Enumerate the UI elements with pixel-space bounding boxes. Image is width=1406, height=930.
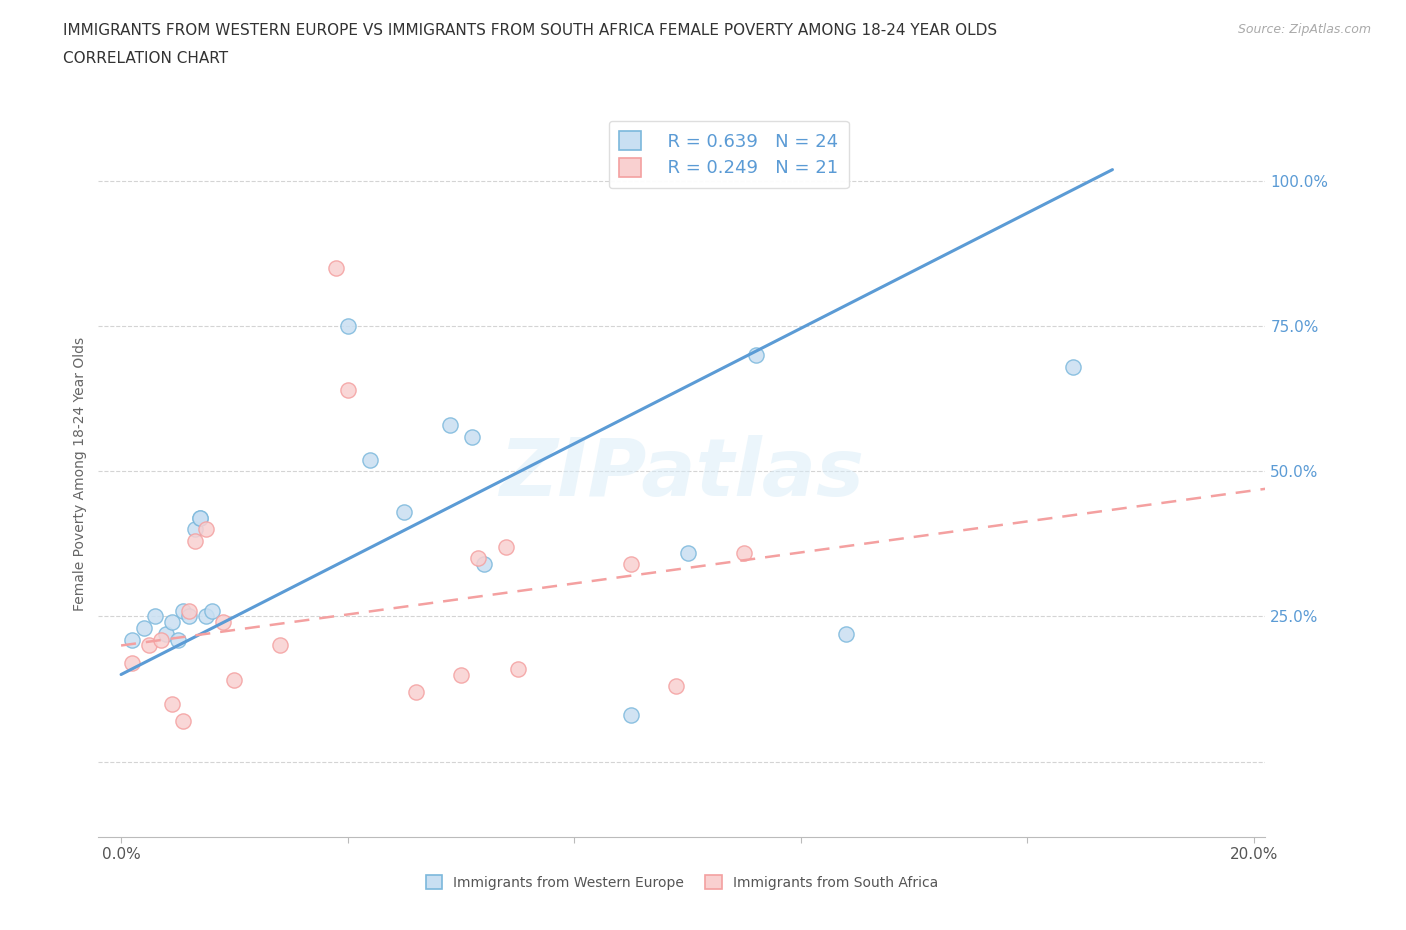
- Point: [160, 696, 183, 711]
- Point: [461, 429, 484, 444]
- Point: [121, 632, 143, 647]
- Point: [195, 609, 218, 624]
- Point: [177, 604, 200, 618]
- Point: [336, 383, 359, 398]
- Point: [183, 522, 205, 537]
- Point: [665, 679, 688, 694]
- Point: [450, 667, 472, 682]
- Point: [132, 620, 155, 635]
- Point: [143, 609, 166, 624]
- Point: [336, 319, 359, 334]
- Point: [495, 539, 517, 554]
- Point: [405, 684, 427, 699]
- Point: [439, 418, 461, 432]
- Text: ZIPatlas: ZIPatlas: [499, 435, 865, 513]
- Point: [733, 545, 755, 560]
- Text: IMMIGRANTS FROM WESTERN EUROPE VS IMMIGRANTS FROM SOUTH AFRICA FEMALE POVERTY AM: IMMIGRANTS FROM WESTERN EUROPE VS IMMIGR…: [63, 23, 997, 38]
- Point: [620, 557, 643, 572]
- Text: Source: ZipAtlas.com: Source: ZipAtlas.com: [1237, 23, 1371, 36]
- Point: [212, 615, 235, 630]
- Point: [269, 638, 291, 653]
- Point: [325, 260, 347, 275]
- Y-axis label: Female Poverty Among 18-24 Year Olds: Female Poverty Among 18-24 Year Olds: [73, 338, 87, 611]
- Point: [472, 557, 495, 572]
- Point: [172, 713, 194, 728]
- Point: [166, 632, 188, 647]
- Point: [160, 615, 183, 630]
- Point: [190, 511, 212, 525]
- Point: [138, 638, 160, 653]
- Point: [201, 604, 224, 618]
- Point: [676, 545, 699, 560]
- Point: [744, 348, 766, 363]
- Point: [149, 632, 172, 647]
- Point: [177, 609, 200, 624]
- Legend: Immigrants from Western Europe, Immigrants from South Africa: Immigrants from Western Europe, Immigran…: [420, 870, 943, 896]
- Point: [835, 627, 858, 642]
- Text: CORRELATION CHART: CORRELATION CHART: [63, 51, 228, 66]
- Point: [195, 522, 218, 537]
- Point: [620, 708, 643, 723]
- Point: [506, 661, 529, 676]
- Point: [224, 673, 246, 688]
- Point: [467, 551, 489, 565]
- Point: [172, 604, 194, 618]
- Point: [190, 511, 212, 525]
- Point: [394, 505, 416, 520]
- Point: [1062, 360, 1084, 375]
- Point: [359, 452, 381, 467]
- Point: [121, 656, 143, 671]
- Point: [155, 627, 177, 642]
- Point: [183, 534, 205, 549]
